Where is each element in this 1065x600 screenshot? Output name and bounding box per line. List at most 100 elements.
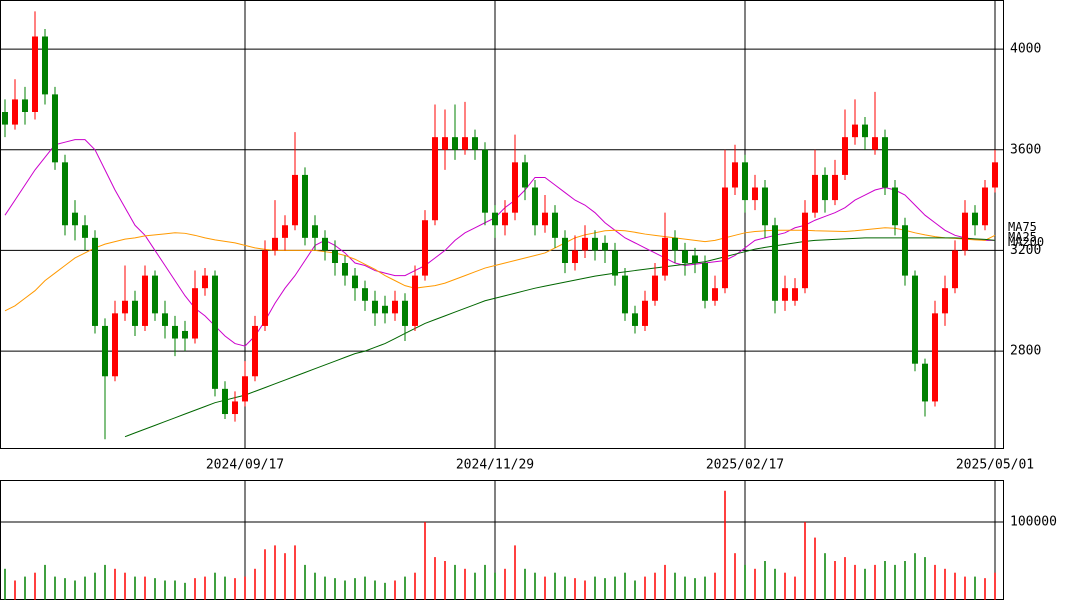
candle-body [362,288,368,301]
x-tick-label: 2024/11/29 [456,458,534,473]
candle-body [342,263,348,276]
candle-body [792,288,798,301]
candle-body [32,36,38,112]
candle-body [442,137,448,150]
candle-body [552,212,558,238]
candle-body [992,162,998,188]
y-tick-label: 2800 [1010,344,1041,359]
candle-body [72,212,78,226]
candle-body [172,325,178,339]
candle-body [702,263,708,301]
candle-body [232,401,238,415]
candle-body [752,187,758,201]
candle-body [572,250,578,264]
candle-body [892,187,898,226]
candle-body [252,325,258,377]
candle-body [502,212,508,226]
candle-body [722,187,728,289]
candle-body [762,187,768,226]
x-tick-label: 2024/09/17 [206,458,284,473]
candle-body [482,149,488,213]
candle-body [352,275,358,289]
candle-body [652,275,658,301]
candle-body [122,300,128,314]
candle-body [882,137,888,188]
candle-body [22,99,28,112]
candle-body [742,162,748,201]
y-tick-label: 3200 [1010,243,1041,258]
candle-body [512,162,518,213]
candle-body [192,288,198,339]
candle-body [212,275,218,389]
candle-body [622,275,628,314]
candle-body [202,275,208,289]
candle-body [562,237,568,264]
candle-body [782,288,788,301]
x-tick-label: 2025/02/17 [706,458,784,473]
candle-body [592,237,598,251]
ma-line [4,227,996,312]
candle-body [692,255,698,264]
candle-body [952,250,958,289]
candle-body [412,275,418,326]
candle-body [152,275,158,314]
candle-body [712,288,718,301]
candle-body [902,225,908,276]
candle-body [912,275,918,364]
candle-body [872,137,878,150]
candle-body [542,212,548,226]
candle-body [292,174,298,226]
candle-body [682,250,688,264]
candle-body [242,376,248,402]
candle-body [642,300,648,326]
candle-body [962,212,968,251]
candle-body [62,162,68,226]
candle-body [612,250,618,276]
candle-body [812,174,818,213]
candle-body [302,174,308,238]
x-tick-label: 2025/05/01 [956,458,1034,473]
candle-body [842,137,848,175]
candle-body [52,94,58,163]
candle-body [382,305,388,314]
candle-body [862,124,868,138]
candle-body [932,313,938,402]
candle-body [662,237,668,276]
candle-body [472,137,478,150]
candle-body [582,237,588,251]
candle-body [92,237,98,326]
candle-body [142,275,148,326]
candle-body [82,225,88,238]
candle-body [332,250,338,264]
legend-label: MA200 [1008,235,1044,249]
candle-body [532,187,538,226]
candle-body [922,363,928,402]
candle-body [322,237,328,251]
candle-body [42,36,48,95]
candle-body [422,220,428,276]
ma-line [124,237,996,438]
y-tick-label: 3600 [1010,142,1041,157]
candle-body [732,162,738,188]
candle-body [162,313,168,326]
candle-body [522,162,528,188]
legend-label: MA75 [1008,220,1037,234]
candle-body [462,137,468,150]
candle-body [262,250,268,326]
candle-body [12,99,18,125]
candle-body [182,330,188,339]
candle-body [282,225,288,238]
candle-body [942,288,948,314]
candle-body [822,174,828,201]
candle-body [772,225,778,301]
candle-body [132,300,138,326]
candle-body [2,112,8,125]
y-tick-label: 4000 [1010,42,1041,57]
candle-body [672,237,678,251]
candle-body [392,300,398,314]
candle-body [372,300,378,314]
candle-body [402,300,408,326]
candle-body [972,212,978,226]
candle-body [492,212,498,226]
